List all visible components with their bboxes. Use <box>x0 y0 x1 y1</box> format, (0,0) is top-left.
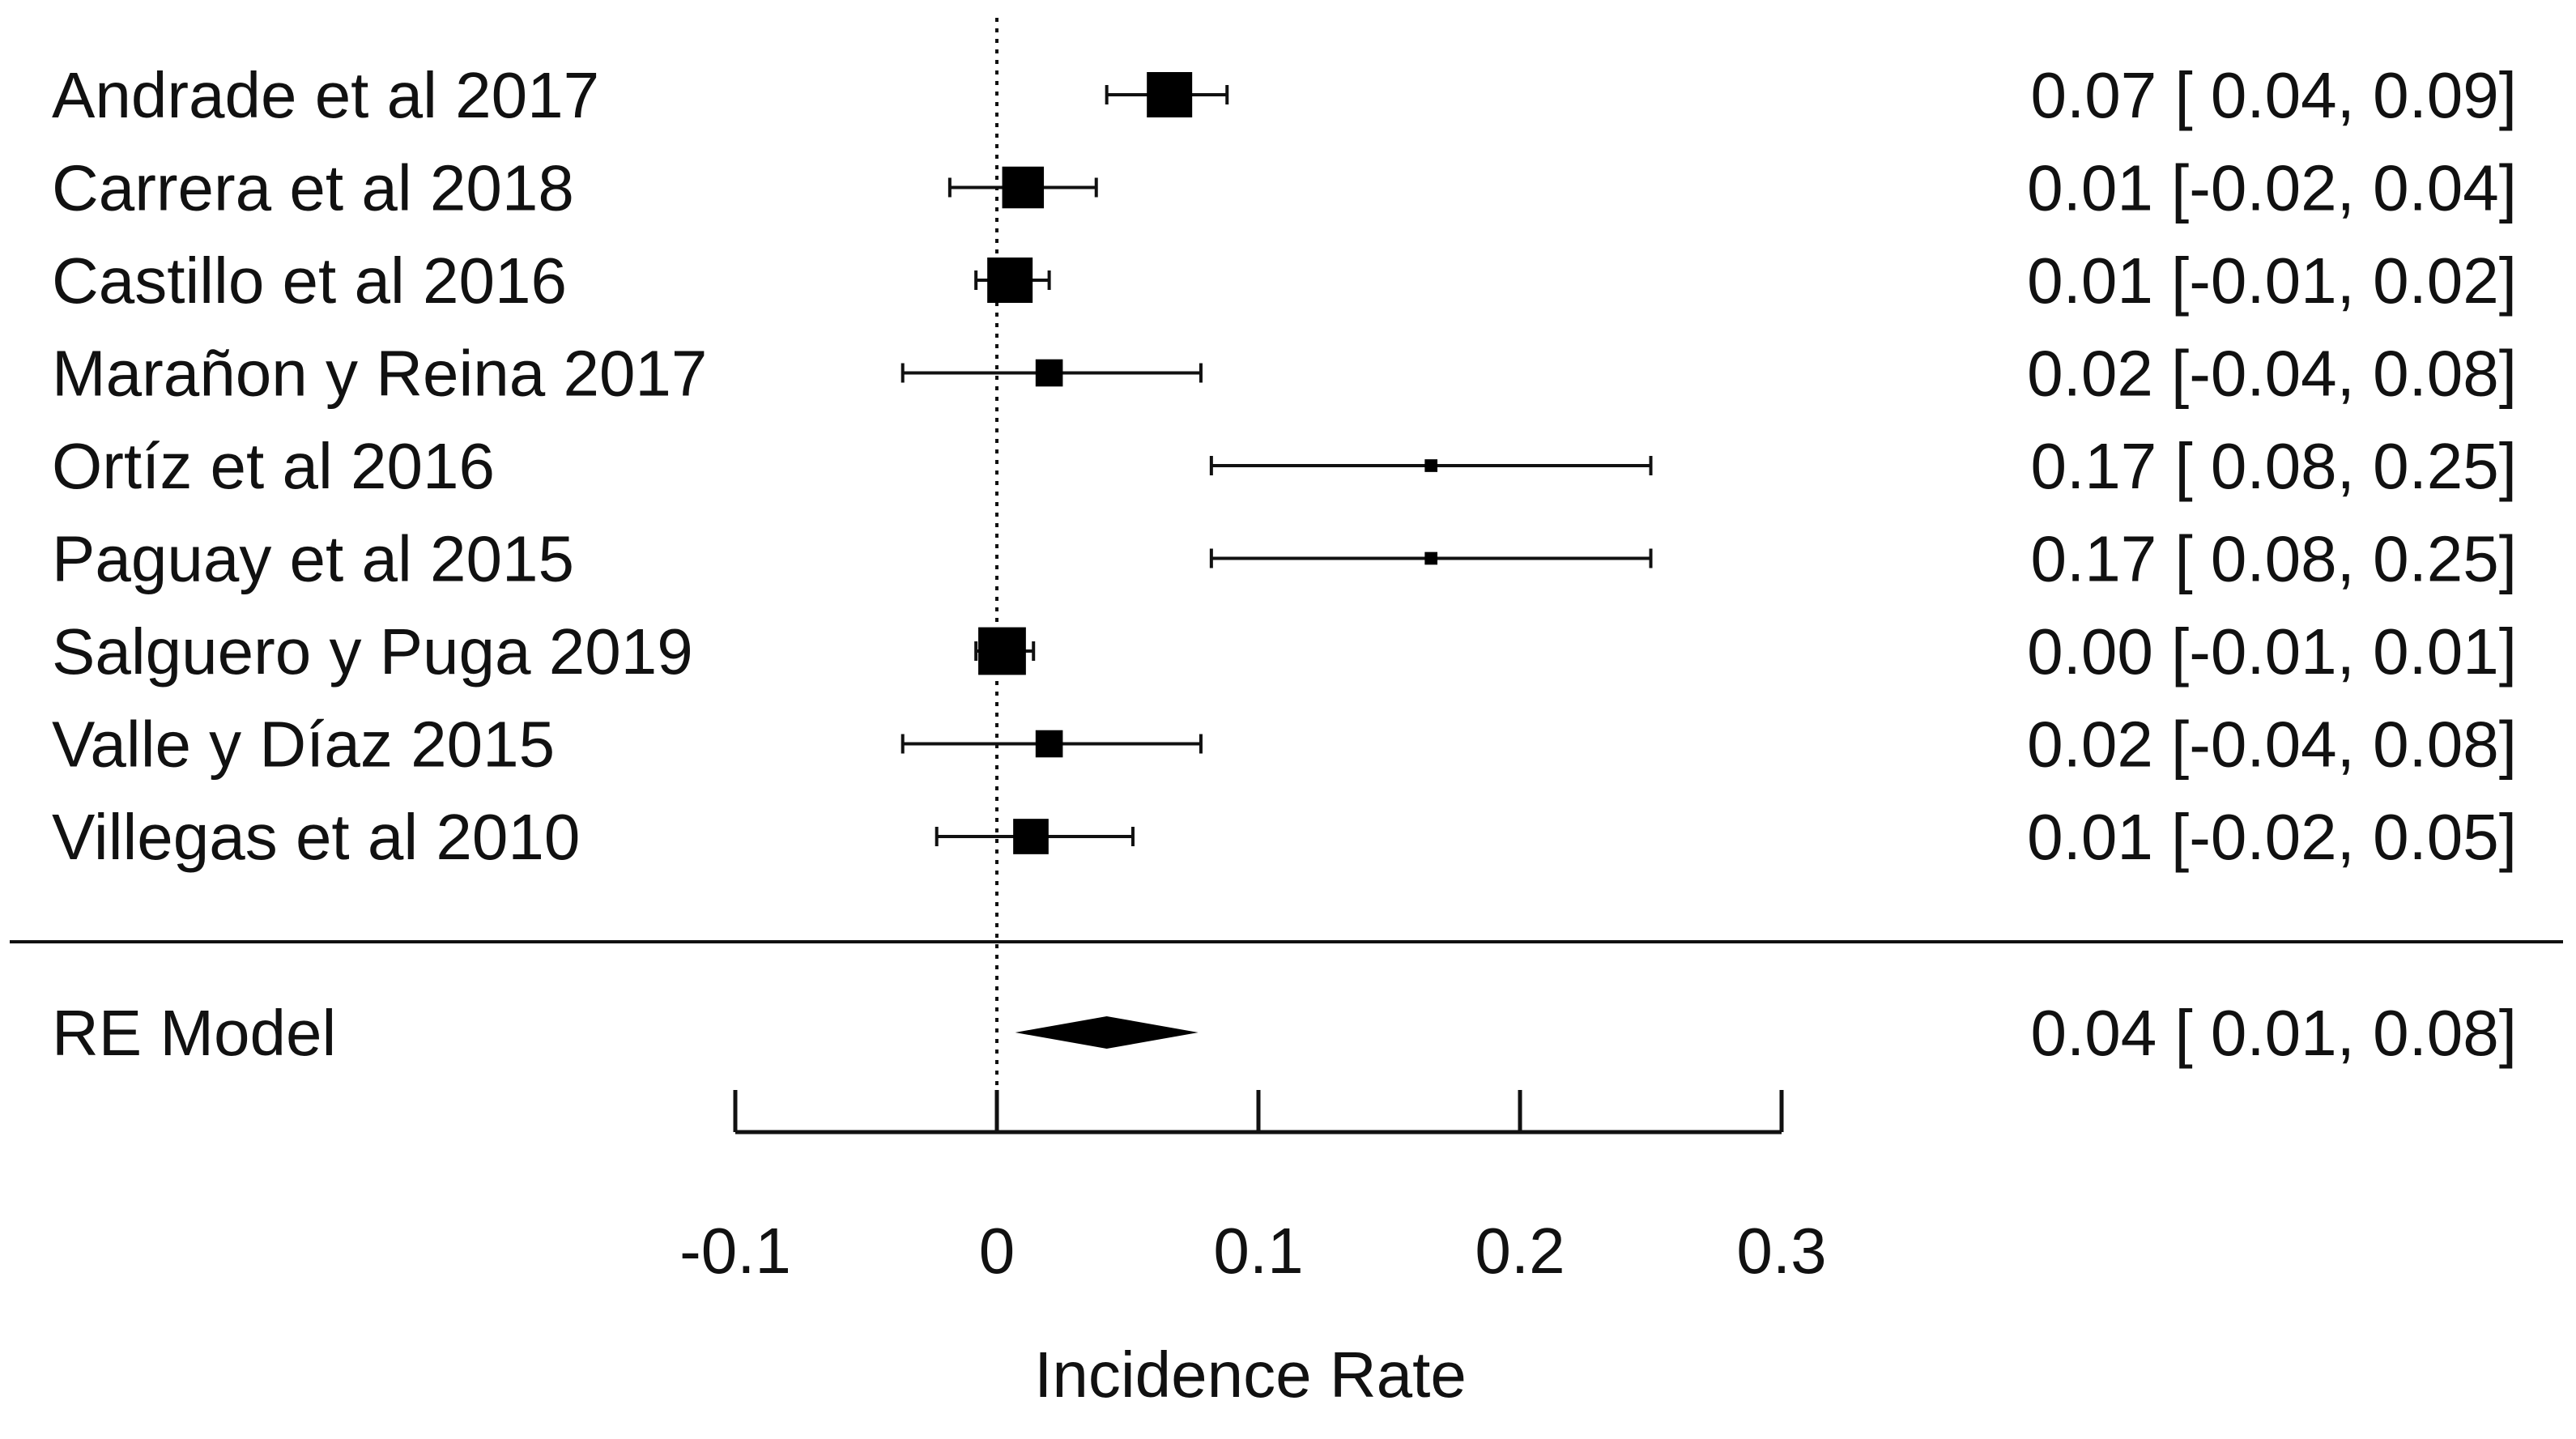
study-row: Marañon y Reina 2017 0.02 [-0.04, 0.08] <box>52 338 2517 410</box>
study-label: Villegas et al 2010 <box>52 801 580 873</box>
summary-estimate-label: 0.04 [ 0.01, 0.08] <box>2031 997 2517 1069</box>
summary-diamond <box>1015 1016 1199 1049</box>
study-label: Salguero y Puga 2019 <box>52 615 693 688</box>
estimate-ci-label: 0.02 [-0.04, 0.08] <box>2027 338 2517 410</box>
study-row: Paguay et al 2015 0.17 [ 0.08, 0.25] <box>52 523 2517 595</box>
x-tick-label: 0.2 <box>1475 1215 1565 1287</box>
point-estimate-box <box>978 627 1026 675</box>
x-tick-label: -0.1 <box>679 1215 791 1287</box>
study-label: Paguay et al 2015 <box>52 523 574 595</box>
study-label: Ortíz et al 2016 <box>52 430 495 502</box>
x-tick-label: 0 <box>979 1215 1015 1287</box>
study-row: Salguero y Puga 2019 0.00 [-0.01, 0.01] <box>52 615 2517 688</box>
x-axis-title: Incidence Rate <box>1034 1339 1467 1411</box>
x-tick-label: 0.3 <box>1736 1215 1826 1287</box>
estimate-ci-label: 0.17 [ 0.08, 0.25] <box>2031 523 2517 595</box>
point-estimate-box <box>987 258 1033 303</box>
estimate-ci-label: 0.01 [-0.02, 0.04] <box>2027 152 2517 224</box>
summary-row: RE Model 0.04 [ 0.01, 0.08] <box>52 997 2517 1069</box>
estimate-ci-label: 0.17 [ 0.08, 0.25] <box>2031 430 2517 502</box>
estimate-ci-label: 0.01 [-0.02, 0.05] <box>2027 801 2517 873</box>
study-label: Castillo et al 2016 <box>52 245 567 317</box>
x-tick-label: 0.1 <box>1213 1215 1303 1287</box>
study-label: Carrera et al 2018 <box>52 152 574 224</box>
estimate-ci-label: 0.01 [-0.01, 0.02] <box>2027 245 2517 317</box>
point-estimate-box <box>1013 819 1049 854</box>
study-row: Valle y Díaz 2015 0.02 [-0.04, 0.08] <box>52 709 2517 781</box>
study-row: Ortíz et al 2016 0.17 [ 0.08, 0.25] <box>52 430 2517 502</box>
study-label: Marañon y Reina 2017 <box>52 338 707 410</box>
study-row: Villegas et al 2010 0.01 [-0.02, 0.05] <box>52 801 2517 873</box>
summary-label: RE Model <box>52 997 336 1069</box>
point-estimate-box <box>1002 166 1045 209</box>
x-axis: -0.1 0 0.1 0.2 0.3 Incidence Rate <box>679 1090 1827 1411</box>
point-estimate-box <box>1147 72 1193 117</box>
point-estimate-box <box>1424 551 1438 565</box>
estimate-ci-label: 0.00 [-0.01, 0.01] <box>2027 615 2517 688</box>
estimate-ci-label: 0.07 [ 0.04, 0.09] <box>2031 59 2517 131</box>
study-row: Andrade et al 2017 0.07 [ 0.04, 0.09] <box>52 59 2517 131</box>
study-label: Andrade et al 2017 <box>52 59 599 131</box>
estimate-ci-label: 0.02 [-0.04, 0.08] <box>2027 709 2517 781</box>
study-label: Valle y Díaz 2015 <box>52 709 555 781</box>
study-row: Castillo et al 2016 0.01 [-0.01, 0.02] <box>52 245 2517 317</box>
point-estimate-box <box>1424 459 1438 472</box>
study-row: Carrera et al 2018 0.01 [-0.02, 0.04] <box>52 152 2517 224</box>
point-estimate-box <box>1035 359 1063 387</box>
point-estimate-box <box>1035 730 1063 758</box>
